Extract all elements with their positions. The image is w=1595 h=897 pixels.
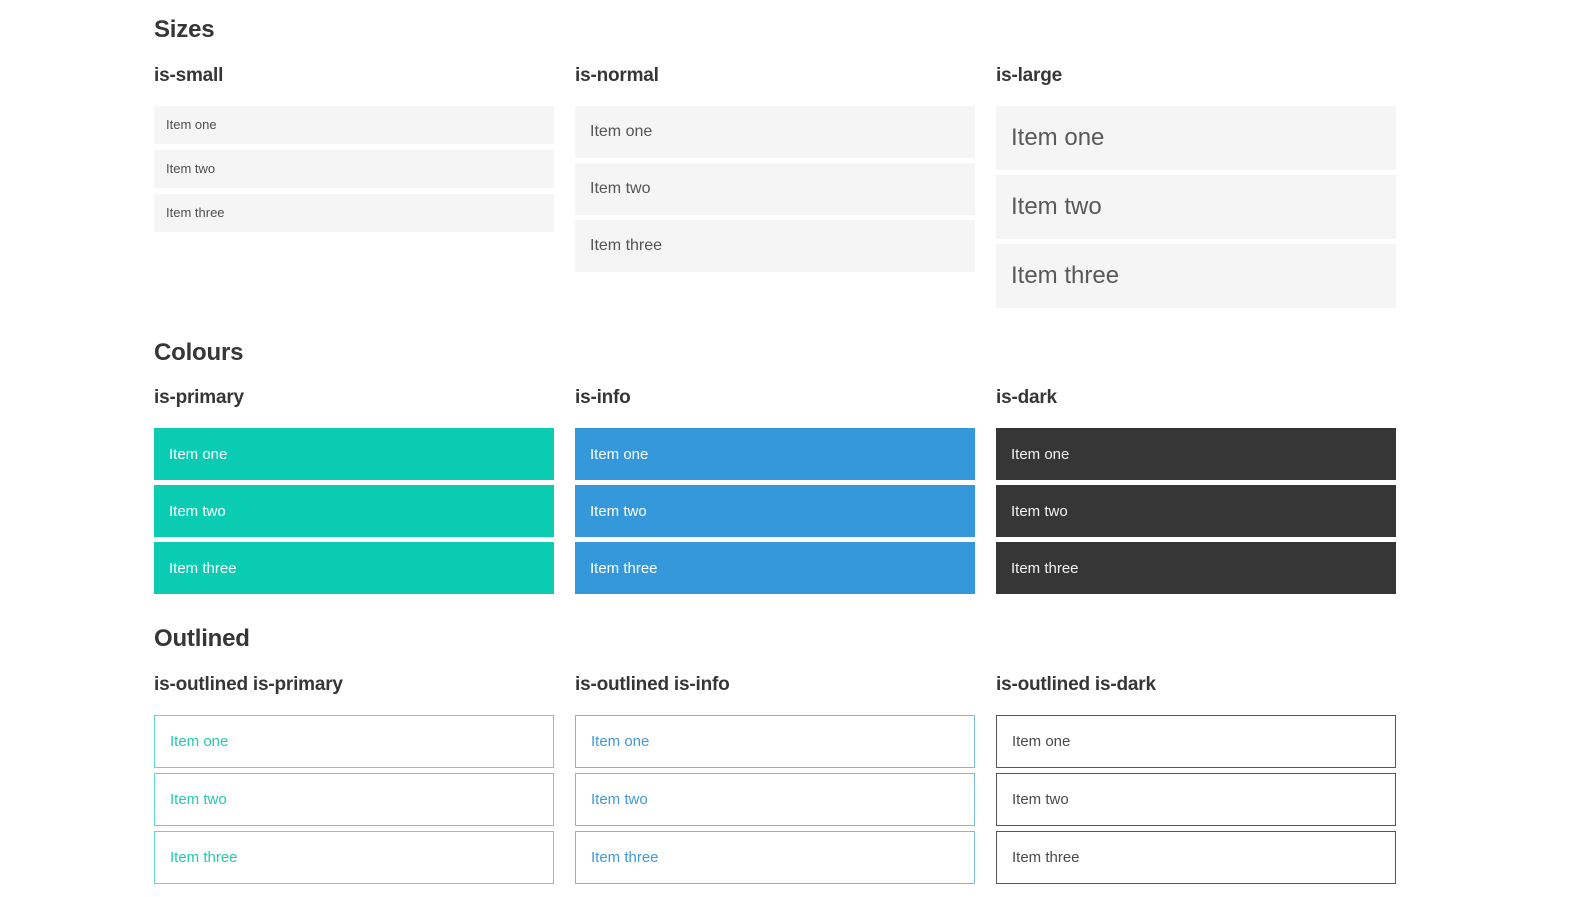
section-title-colours: Colours xyxy=(154,338,244,366)
list-dark: Item one Item two Item three xyxy=(996,428,1396,595)
list-item[interactable]: Item two xyxy=(154,149,554,188)
group-heading-outlined-primary: is-outlined is-primary xyxy=(154,673,343,695)
list-outlined-dark: Item one Item two Item three xyxy=(996,714,1396,884)
list-item[interactable]: Item one xyxy=(575,428,975,481)
list-item[interactable]: Item one xyxy=(575,105,975,158)
sizes-row: is-small Item one Item two Item three is… xyxy=(154,65,1396,313)
group-is-primary: is-primary Item one Item two Item three xyxy=(154,387,554,599)
list-item[interactable]: Item two xyxy=(154,772,554,826)
list-outlined-primary: Item one Item two Item three xyxy=(154,714,554,884)
section-title-sizes: Sizes xyxy=(154,16,215,43)
section-sizes: Sizes is-small Item one Item two Item th… xyxy=(154,16,1396,313)
group-outlined-dark: is-outlined is-dark Item one Item two It… xyxy=(996,674,1396,889)
group-heading-is-info: is-info xyxy=(575,387,631,409)
list-item[interactable]: Item two xyxy=(575,772,975,826)
list-item[interactable]: Item one xyxy=(154,428,554,481)
group-heading-outlined-dark: is-outlined is-dark xyxy=(996,673,1156,695)
group-is-large: is-large Item one Item two Item three xyxy=(996,65,1396,313)
list-info: Item one Item two Item three xyxy=(575,428,975,595)
list-item[interactable]: Item three xyxy=(575,830,975,884)
list-item[interactable]: Item two xyxy=(996,772,1396,826)
list-item[interactable]: Item two xyxy=(996,485,1396,538)
list-item[interactable]: Item one xyxy=(154,714,554,768)
list-item[interactable]: Item three xyxy=(996,830,1396,884)
section-colours: Colours is-primary Item one Item two Ite… xyxy=(154,339,1396,600)
colours-row: is-primary Item one Item two Item three … xyxy=(154,387,1396,599)
section-outlined: Outlined is-outlined is-primary Item one… xyxy=(154,625,1396,889)
list-item[interactable]: Item three xyxy=(575,219,975,272)
group-heading-is-normal: is-normal xyxy=(575,64,659,86)
section-title-outlined: Outlined xyxy=(154,625,250,653)
list-item[interactable]: Item three xyxy=(154,193,554,232)
outlined-row: is-outlined is-primary Item one Item two… xyxy=(154,674,1396,889)
list-primary: Item one Item two Item three xyxy=(154,428,554,595)
group-outlined-primary: is-outlined is-primary Item one Item two… xyxy=(154,674,554,889)
list-normal: Item one Item two Item three xyxy=(575,105,975,272)
list-small: Item one Item two Item three xyxy=(154,105,554,232)
list-item[interactable]: Item three xyxy=(154,542,554,595)
list-large: Item one Item two Item three xyxy=(996,105,1396,308)
group-heading-is-dark: is-dark xyxy=(996,387,1057,409)
group-is-small: is-small Item one Item two Item three xyxy=(154,65,554,313)
list-item[interactable]: Item two xyxy=(575,485,975,538)
group-heading-outlined-info: is-outlined is-info xyxy=(575,673,730,695)
list-component-demo-page: Sizes is-small Item one Item two Item th… xyxy=(154,0,1396,889)
list-item[interactable]: Item three xyxy=(154,830,554,884)
list-item[interactable]: Item two xyxy=(996,174,1396,239)
list-item[interactable]: Item one xyxy=(996,105,1396,170)
group-heading-is-large: is-large xyxy=(996,64,1062,86)
list-item[interactable]: Item one xyxy=(996,428,1396,481)
group-heading-is-small: is-small xyxy=(154,64,224,86)
list-item[interactable]: Item three xyxy=(996,542,1396,595)
list-item[interactable]: Item one xyxy=(154,105,554,144)
group-is-dark: is-dark Item one Item two Item three xyxy=(996,387,1396,599)
list-item[interactable]: Item one xyxy=(575,714,975,768)
list-item[interactable]: Item one xyxy=(996,714,1396,768)
group-heading-is-primary: is-primary xyxy=(154,387,244,409)
list-item[interactable]: Item two xyxy=(154,485,554,538)
list-outlined-info: Item one Item two Item three xyxy=(575,714,975,884)
group-outlined-info: is-outlined is-info Item one Item two It… xyxy=(575,674,975,889)
group-is-info: is-info Item one Item two Item three xyxy=(575,387,975,599)
list-item[interactable]: Item three xyxy=(996,243,1396,308)
group-is-normal: is-normal Item one Item two Item three xyxy=(575,65,975,313)
list-item[interactable]: Item three xyxy=(575,542,975,595)
list-item[interactable]: Item two xyxy=(575,162,975,215)
